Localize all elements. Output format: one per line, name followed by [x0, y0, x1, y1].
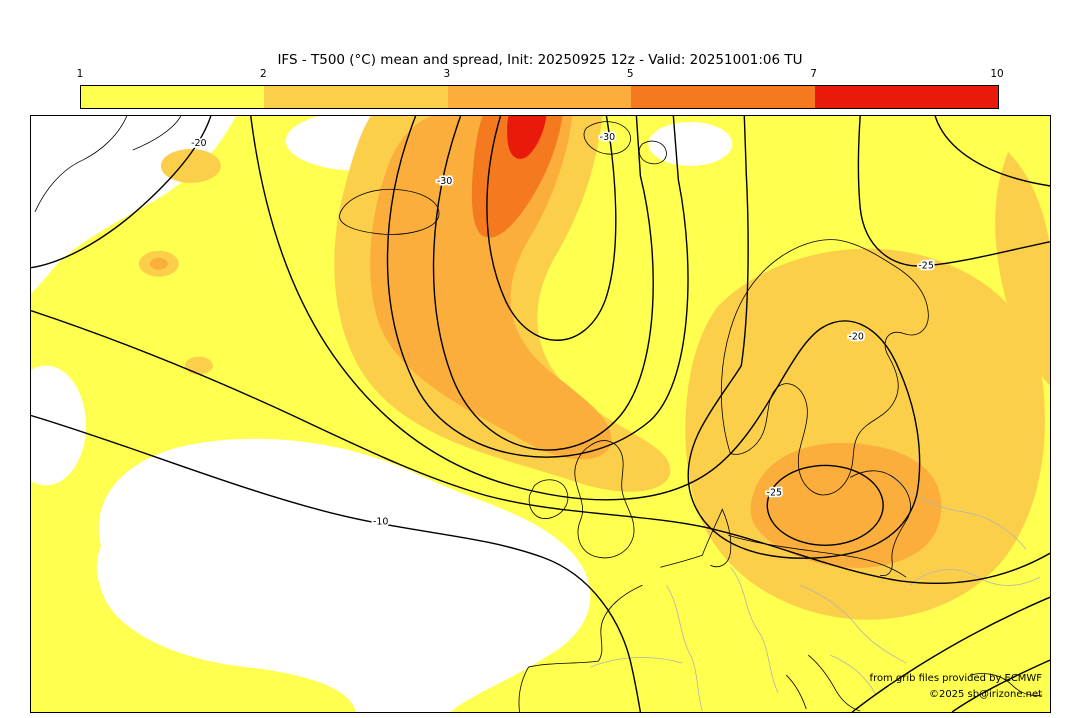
contour-label-minus30-a: -30	[437, 176, 452, 187]
coastline-jutland	[701, 508, 732, 568]
map-canvas: -20 -30 -30 -25 -20 -25 -10 from grib fi…	[31, 116, 1050, 712]
contour-line-minus15	[31, 310, 1050, 584]
colorbar-segment-1-2	[81, 86, 265, 108]
coastline-france-biscay	[598, 584, 643, 662]
spread-region-gold-patch-3	[184, 356, 213, 375]
forecast-map: -20 -30 -30 -25 -20 -25 -10 from grib fi…	[30, 115, 1051, 713]
contour-label-minus25-ne: -25	[918, 261, 933, 272]
contour-line-minus30-inner	[486, 116, 617, 341]
coastline-great-britain	[574, 440, 635, 559]
coastline-scandinavia	[720, 239, 929, 496]
colorbar-tick-2: 2	[260, 68, 267, 80]
coastline-iceland	[339, 188, 440, 235]
country-border-3	[800, 584, 907, 664]
colorbar-tick-3: 3	[443, 68, 451, 80]
contour-line-minus10	[31, 414, 642, 712]
coastline-italy	[807, 654, 861, 712]
contour-label-minus20-nw: -20	[191, 138, 206, 149]
contour-line-se-1	[851, 596, 1050, 712]
spread-region-red-top	[507, 116, 547, 159]
spread-region-orange-patch	[149, 257, 168, 270]
contour-label-minus10: -10	[373, 516, 388, 527]
spread-region-gold-patch-1	[160, 148, 221, 183]
coastline-portugal	[518, 666, 529, 712]
country-border-1	[666, 584, 703, 712]
country-border-7	[830, 654, 877, 696]
coastline-svalbard-east	[638, 140, 667, 165]
coastline-black-sea	[969, 673, 1043, 696]
attribution-copyright: ©2025 sb@irizone.net	[929, 689, 1042, 700]
contour-line-se-2	[951, 659, 1050, 712]
chart-title: IFS - T500 (°C) mean and spread, Init: 2…	[277, 52, 803, 68]
coastline-svalbard	[583, 121, 631, 155]
spread-region-white-leftedge	[31, 365, 86, 486]
colorbar-tick-5: 5	[626, 68, 634, 80]
country-border-4	[909, 569, 1041, 586]
colorbar-tick-7: 7	[810, 68, 817, 80]
country-border-2	[730, 566, 779, 694]
coastline-greenland	[34, 116, 128, 213]
spread-colorbar	[80, 85, 999, 109]
spread-region-orange-baltic	[750, 442, 942, 568]
spread-region-orange-band	[370, 116, 612, 460]
country-border-6	[590, 657, 683, 668]
coastline-northsea	[660, 554, 703, 568]
colorbar-tick-10: 10	[990, 68, 1004, 80]
coastline-spain-north	[528, 660, 599, 668]
contour-line-minus20-nw	[31, 116, 212, 269]
contour-line-minus20-long	[250, 116, 921, 559]
attribution-source: from grib files provided by ECMWF	[870, 673, 1043, 684]
coastline-adriatic	[785, 674, 807, 710]
colorbar-segment-2-3	[264, 86, 448, 108]
contour-line-minus25-trough	[386, 116, 689, 458]
colorbar-tick-1: 1	[76, 68, 84, 80]
colorbar-segment-7-10	[814, 86, 999, 108]
colorbar-ticks: 1 2 3 5 7 10	[76, 68, 1004, 82]
contour-label-minus25-baltic: -25	[767, 487, 782, 498]
colorbar-segment-5-7	[631, 86, 815, 108]
contour-line-minus30-trough	[432, 116, 654, 451]
spread-region-white-topright	[648, 121, 733, 166]
coastline-greenland-ne	[132, 116, 182, 151]
spread-region-white-atlantic	[96, 438, 591, 712]
spread-region-deeporange-top	[471, 116, 563, 238]
contour-line-ne-corner	[934, 116, 1050, 187]
colorbar-segment-3-5	[447, 86, 632, 108]
country-border-5	[889, 475, 1027, 550]
contour-line-minus25-ne	[857, 116, 1050, 267]
contour-line-minus25-oval	[766, 464, 884, 546]
contour-label-minus30-b: -30	[600, 132, 615, 143]
spread-region-gold-rightedge	[995, 151, 1050, 386]
contour-label-minus20-scand: -20	[848, 332, 863, 343]
